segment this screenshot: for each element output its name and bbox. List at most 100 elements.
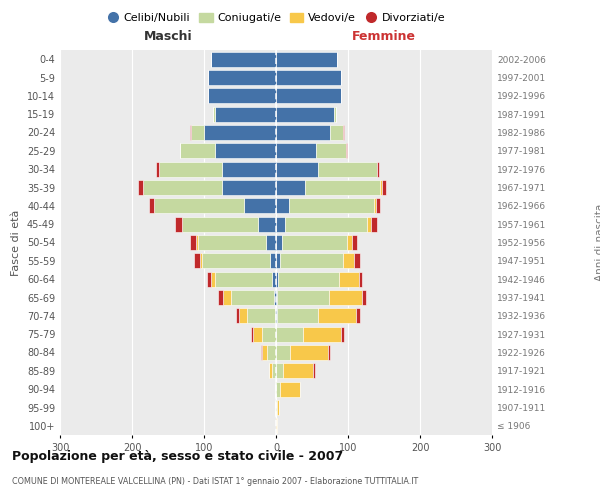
Bar bbox=[276, 88, 341, 104]
Bar bbox=[200, 254, 202, 268]
Bar bbox=[313, 364, 315, 378]
Bar bbox=[330, 125, 343, 140]
Bar bbox=[190, 125, 191, 140]
Bar bbox=[276, 198, 289, 214]
Bar bbox=[208, 88, 276, 104]
Bar bbox=[190, 235, 196, 250]
Bar bbox=[276, 106, 334, 122]
Bar bbox=[343, 254, 355, 268]
Bar bbox=[362, 290, 366, 305]
Bar bbox=[319, 308, 356, 324]
Bar bbox=[316, 144, 346, 158]
Bar bbox=[276, 290, 277, 305]
Bar bbox=[182, 216, 258, 232]
Bar bbox=[158, 162, 222, 176]
Bar bbox=[284, 216, 367, 232]
Bar bbox=[196, 235, 197, 250]
Bar bbox=[282, 235, 347, 250]
Bar bbox=[179, 144, 180, 158]
Bar bbox=[329, 290, 362, 305]
Bar bbox=[270, 254, 276, 268]
Bar bbox=[215, 272, 272, 286]
Bar bbox=[202, 254, 270, 268]
Bar bbox=[215, 106, 276, 122]
Bar bbox=[346, 144, 347, 158]
Bar bbox=[276, 235, 282, 250]
Bar bbox=[347, 235, 352, 250]
Bar bbox=[272, 364, 276, 378]
Bar bbox=[289, 198, 374, 214]
Bar bbox=[278, 272, 340, 286]
Text: Popolazione per età, sesso e stato civile - 2007: Popolazione per età, sesso e stato civil… bbox=[12, 450, 343, 463]
Bar bbox=[276, 162, 318, 176]
Bar bbox=[266, 235, 276, 250]
Bar bbox=[277, 290, 329, 305]
Bar bbox=[272, 272, 276, 286]
Bar bbox=[261, 345, 262, 360]
Bar bbox=[367, 216, 371, 232]
Bar bbox=[139, 180, 143, 195]
Bar bbox=[230, 290, 274, 305]
Bar bbox=[276, 254, 280, 268]
Bar bbox=[341, 326, 344, 342]
Bar bbox=[276, 180, 305, 195]
Bar bbox=[262, 326, 276, 342]
Bar bbox=[239, 308, 247, 324]
Bar bbox=[274, 290, 276, 305]
Bar bbox=[374, 198, 376, 214]
Bar bbox=[355, 254, 360, 268]
Bar bbox=[280, 254, 343, 268]
Bar bbox=[340, 272, 359, 286]
Bar bbox=[154, 198, 244, 214]
Bar bbox=[276, 272, 278, 286]
Bar bbox=[277, 308, 319, 324]
Bar bbox=[328, 345, 330, 360]
Bar bbox=[356, 308, 359, 324]
Bar bbox=[276, 144, 316, 158]
Bar bbox=[318, 162, 377, 176]
Bar bbox=[343, 125, 344, 140]
Bar bbox=[352, 235, 356, 250]
Bar bbox=[218, 290, 223, 305]
Text: COMUNE DI MONTEREALE VALCELLINA (PN) - Dati ISTAT 1° gennaio 2007 - Elaborazione: COMUNE DI MONTEREALE VALCELLINA (PN) - D… bbox=[12, 478, 418, 486]
Bar bbox=[212, 106, 215, 122]
Bar bbox=[222, 180, 276, 195]
Bar bbox=[380, 180, 382, 195]
Bar bbox=[377, 162, 379, 176]
Bar bbox=[197, 235, 266, 250]
Bar bbox=[244, 198, 276, 214]
Bar bbox=[269, 364, 272, 378]
Bar bbox=[371, 216, 377, 232]
Bar bbox=[236, 308, 239, 324]
Bar bbox=[276, 364, 283, 378]
Bar bbox=[276, 216, 284, 232]
Bar bbox=[280, 382, 300, 396]
Text: Femmine: Femmine bbox=[352, 30, 416, 43]
Bar bbox=[283, 364, 313, 378]
Bar bbox=[208, 70, 276, 85]
Bar bbox=[376, 198, 380, 214]
Bar bbox=[276, 308, 277, 324]
Bar bbox=[276, 326, 304, 342]
Bar bbox=[175, 216, 182, 232]
Bar bbox=[275, 400, 276, 415]
Bar bbox=[276, 400, 277, 415]
Bar bbox=[275, 308, 276, 324]
Bar bbox=[223, 290, 230, 305]
Bar bbox=[305, 180, 380, 195]
Bar bbox=[191, 125, 204, 140]
Bar bbox=[276, 52, 337, 66]
Bar bbox=[276, 70, 341, 85]
Bar bbox=[247, 308, 275, 324]
Y-axis label: Fasce di età: Fasce di età bbox=[11, 210, 21, 276]
Bar bbox=[258, 216, 276, 232]
Bar bbox=[334, 106, 337, 122]
Bar bbox=[143, 180, 222, 195]
Bar bbox=[211, 52, 276, 66]
Legend: Celibi/Nubili, Coniugati/e, Vedovi/e, Divorziati/e: Celibi/Nubili, Coniugati/e, Vedovi/e, Di… bbox=[101, 8, 451, 28]
Bar bbox=[207, 272, 211, 286]
Bar bbox=[204, 125, 276, 140]
Text: Maschi: Maschi bbox=[143, 30, 193, 43]
Y-axis label: Anni di nascita: Anni di nascita bbox=[595, 204, 600, 281]
Bar bbox=[304, 326, 341, 342]
